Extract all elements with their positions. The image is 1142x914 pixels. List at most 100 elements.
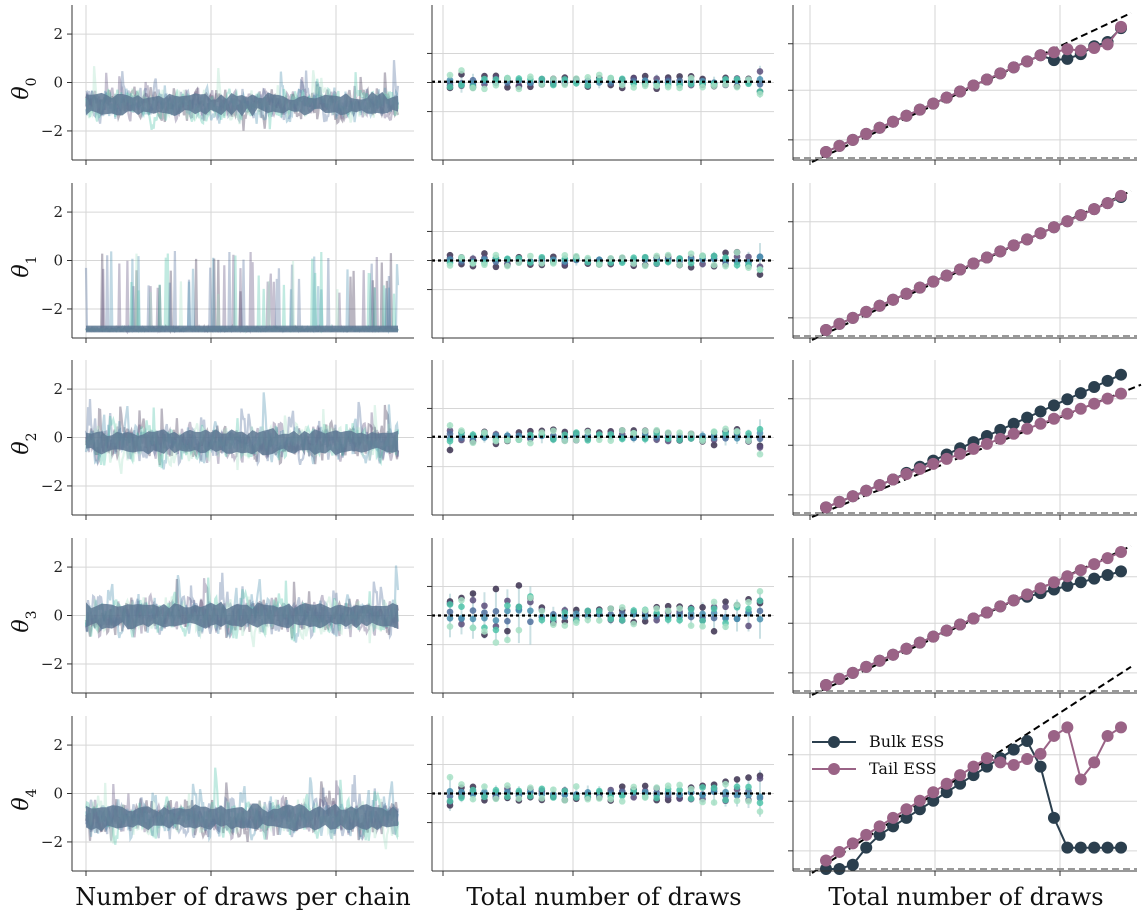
tail-ess-point: [1007, 61, 1020, 74]
mcse-point: [710, 598, 718, 606]
mcse-point: [745, 264, 752, 271]
mcse-point: [745, 253, 752, 261]
mcse-point: [618, 81, 626, 89]
mcse-point: [618, 617, 626, 624]
trace-density-band: [86, 428, 398, 456]
mcse-point: [550, 621, 557, 628]
tail-ess-point: [1088, 756, 1101, 769]
mcse-point: [618, 604, 626, 611]
mcse-point: [584, 616, 592, 624]
mcse-point: [630, 783, 638, 791]
mcse-point: [446, 71, 454, 79]
mcse-point: [756, 607, 764, 615]
mcse-point: [481, 85, 488, 93]
mcse-point: [572, 436, 580, 444]
mcse-point: [515, 603, 523, 611]
mcse-point: [641, 82, 649, 90]
mcse-point: [745, 622, 752, 630]
mcse-point: [687, 250, 695, 257]
ess-panel-3: [788, 538, 1137, 698]
mcse-point: [561, 251, 569, 259]
tail-ess-point: [1021, 422, 1034, 435]
mcse-point: [504, 437, 511, 444]
mcse-panel-2: [427, 360, 774, 520]
tail-ess-point: [927, 786, 940, 799]
mcse-point: [481, 609, 488, 616]
mcse-point: [550, 81, 557, 89]
tail-ess-point: [1021, 752, 1034, 765]
mcse-point: [572, 794, 580, 801]
mcse-point: [607, 437, 615, 444]
tail-ess-point: [1074, 402, 1087, 415]
tail-ess-point: [954, 85, 967, 98]
mcse-point: [492, 639, 500, 646]
row-label-base: θ: [9, 264, 34, 277]
mcse-point: [595, 436, 603, 444]
bulk-ess-point: [1101, 569, 1114, 581]
bulk-ess-point: [1074, 576, 1087, 589]
mcse-point: [550, 786, 557, 793]
row-label-sub: 3: [24, 610, 40, 619]
trace-density-band: [86, 803, 398, 832]
mcse-point: [550, 436, 557, 443]
tail-ess-point: [873, 299, 886, 312]
mcse-point: [710, 261, 718, 269]
mcse-point: [572, 252, 580, 260]
ess-panel-1: [788, 183, 1137, 343]
mcse-point: [446, 83, 454, 91]
mcse-point: [458, 81, 465, 89]
mcse-point: [630, 254, 638, 261]
tail-ess-point: [900, 642, 913, 655]
legend-swatch-marker: [828, 763, 840, 775]
x-axis-label: Total number of draws: [828, 883, 1103, 911]
bulk-ess-point: [1115, 565, 1127, 578]
y-tick-label: −2: [41, 477, 63, 495]
tail-ess-point: [1007, 239, 1020, 252]
bulk-ess-point: [994, 423, 1007, 436]
mcse-point: [469, 596, 477, 604]
bulk-ess-point: [887, 820, 900, 833]
mcse-point: [641, 782, 649, 790]
tail-ess-point: [954, 769, 967, 782]
mcse-point: [676, 616, 683, 624]
tail-ess-point: [1088, 558, 1101, 571]
mcse-point: [756, 425, 764, 433]
mcse-point: [446, 422, 454, 429]
bulk-ess-point: [1034, 405, 1047, 418]
mcse-point: [618, 75, 626, 83]
tail-ess-point: [1034, 582, 1047, 595]
mcse-point: [550, 615, 557, 623]
bulk-ess-point: [1088, 572, 1101, 585]
tail-ess-point: [967, 257, 980, 270]
tail-ess-point: [873, 654, 886, 667]
y-tick-label: 0: [53, 74, 63, 92]
bulk-ess-point: [1074, 387, 1087, 400]
tail-ess-point: [927, 457, 940, 470]
tail-ess-point: [820, 145, 832, 158]
tail-ess-point: [833, 317, 846, 330]
bulk-ess-point: [1021, 411, 1034, 424]
tail-ess-point: [927, 97, 940, 110]
mcse-point: [733, 776, 741, 783]
mcse-point: [722, 425, 729, 433]
mcse-panel-4: [427, 716, 774, 876]
mcse-point: [538, 429, 546, 436]
mcse-point: [481, 783, 488, 790]
tail-ess-point: [1101, 392, 1114, 405]
tail-ess-point: [1047, 46, 1060, 59]
mcse-point: [584, 607, 592, 615]
mcse-point: [572, 75, 580, 82]
x-axis-label: Number of draws per chain: [75, 883, 410, 911]
tail-ess-point: [1061, 215, 1074, 228]
mcse-point: [722, 780, 729, 788]
tail-ess-point: [873, 479, 886, 492]
mcse-point: [458, 427, 465, 434]
mcse-point: [504, 597, 511, 605]
mcse-point: [607, 795, 615, 803]
tail-ess-point: [1088, 203, 1101, 216]
tail-ess-point: [900, 803, 913, 816]
tail-ess-point: [940, 452, 953, 465]
mcse-point: [561, 81, 569, 89]
bulk-ess-point: [1061, 52, 1074, 65]
mcse-point: [756, 775, 764, 782]
